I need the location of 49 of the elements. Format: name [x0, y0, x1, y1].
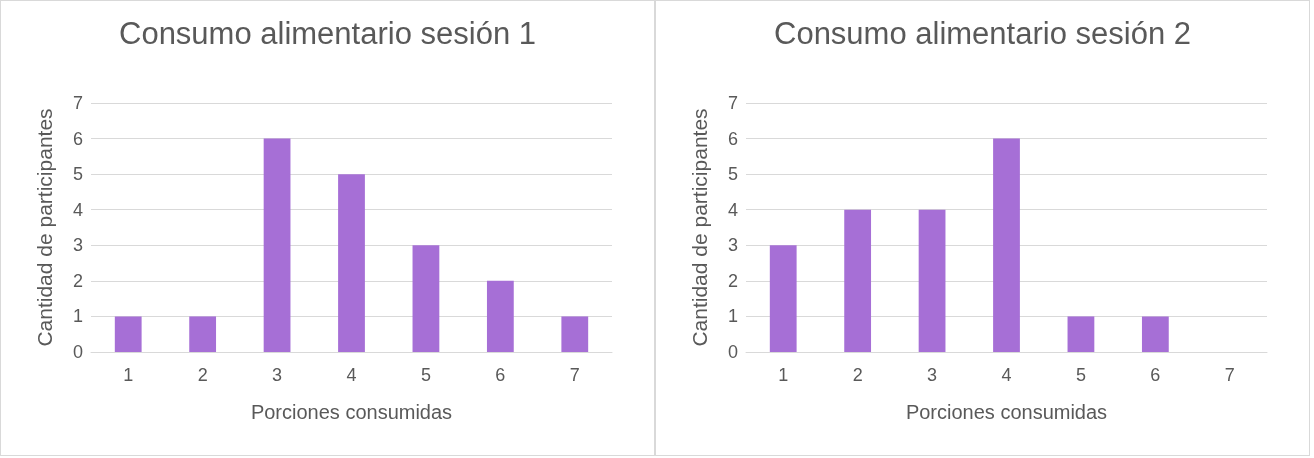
y-tick-label: 7 — [72, 93, 83, 113]
x-tick-label: 6 — [495, 365, 506, 385]
x-tick-label: 5 — [420, 365, 431, 385]
y-tick-label: 3 — [727, 235, 738, 256]
y-tick-label: 5 — [727, 164, 738, 185]
y-tick-label: 2 — [72, 270, 83, 291]
bar — [338, 174, 365, 352]
bar — [769, 245, 797, 352]
y-tick-label: 0 — [727, 342, 738, 362]
y-tick-label: 1 — [72, 306, 83, 327]
x-tick-label: 3 — [272, 365, 283, 385]
bar — [1067, 316, 1095, 352]
y-tick-label: 6 — [727, 128, 738, 149]
y-axis-title: Cantidad de participantes — [33, 108, 56, 347]
x-tick-label: 7 — [1224, 365, 1235, 385]
y-tick-label: 3 — [72, 235, 83, 256]
y-tick-label: 2 — [727, 270, 738, 291]
x-tick-label: 4 — [346, 365, 357, 385]
bar — [918, 209, 946, 352]
bar — [1141, 316, 1169, 352]
bar — [114, 316, 142, 352]
bar — [844, 209, 872, 352]
bar — [189, 316, 217, 352]
bar — [263, 138, 291, 352]
x-axis-title: Porciones consumidas — [905, 401, 1108, 423]
x-tick-label: 3 — [927, 365, 938, 385]
x-tick-label: 1 — [123, 365, 134, 385]
x-tick-label: 1 — [778, 365, 789, 385]
y-tick-label: 4 — [72, 199, 83, 220]
x-tick-label: 6 — [1150, 365, 1161, 385]
chart-title: Consumo alimentario sesión 1 — [119, 16, 536, 51]
x-tick-label: 5 — [1075, 365, 1086, 385]
bar — [993, 138, 1020, 352]
x-tick-label: 7 — [569, 365, 580, 385]
y-axis-title: Cantidad de participantes — [688, 108, 711, 347]
y-tick-label: 1 — [727, 306, 738, 327]
y-tick-label: 0 — [72, 342, 83, 362]
bar — [486, 280, 514, 352]
x-tick-label: 2 — [197, 365, 208, 385]
y-tick-label: 4 — [727, 199, 738, 220]
y-tick-label: 7 — [727, 93, 738, 113]
bar — [412, 245, 440, 352]
y-tick-label: 5 — [72, 164, 83, 185]
x-tick-label: 2 — [852, 365, 863, 385]
y-tick-label: 6 — [72, 128, 83, 149]
x-tick-label: 4 — [1001, 365, 1012, 385]
bar — [561, 316, 589, 352]
chart-title: Consumo alimentario sesión 2 — [774, 16, 1191, 51]
x-axis-title: Porciones consumidas — [250, 401, 453, 423]
